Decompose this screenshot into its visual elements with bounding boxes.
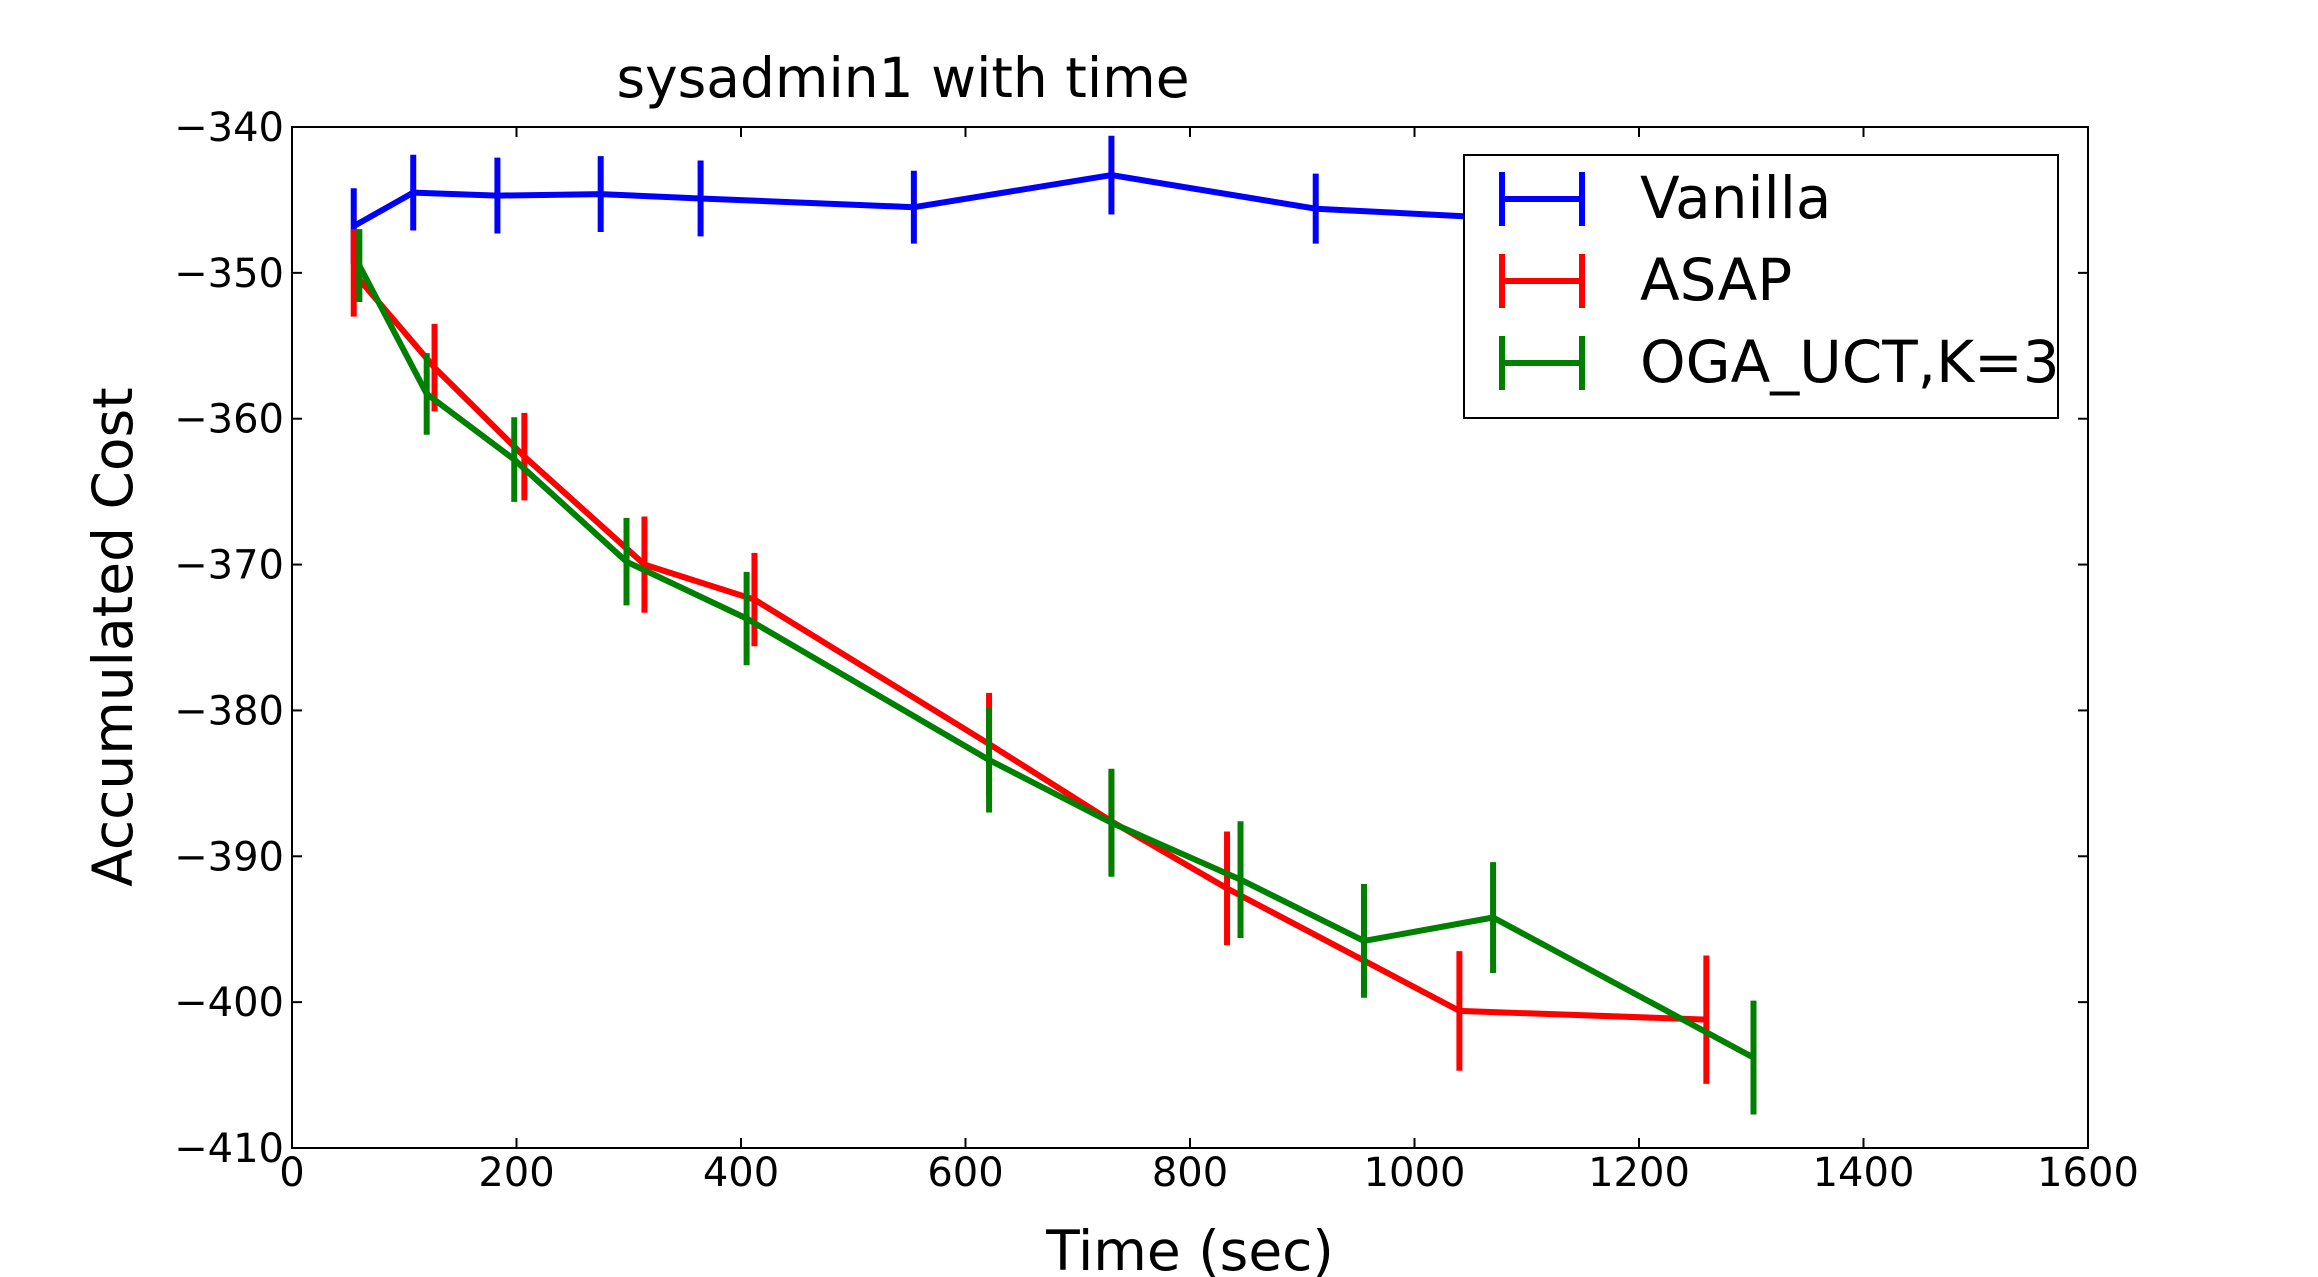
legend: Vanilla ASAP OGA_UCT,K=3 — [1463, 154, 2060, 419]
x-tick-label: 1200 — [1588, 1150, 1690, 1196]
y-tick-label: −370 — [174, 543, 284, 589]
data-point-oga-uct-k-3 — [1492, 917, 1494, 919]
y-tick-label: −410 — [174, 1126, 284, 1172]
data-point-vanilla — [496, 195, 498, 197]
data-point-asap — [643, 564, 645, 566]
chart-title: sysadmin1 with time — [616, 46, 1189, 110]
data-point-asap — [753, 599, 755, 601]
data-point-oga-uct-k-3 — [988, 759, 990, 761]
data-point-oga-uct-k-3 — [426, 393, 428, 395]
x-tick-label: 1600 — [2037, 1150, 2139, 1196]
data-point-vanilla — [353, 225, 355, 227]
data-point-oga-uct-k-3 — [513, 459, 515, 461]
series-vanilla — [350, 135, 1519, 265]
data-point-asap — [1705, 1019, 1707, 1021]
legend-asap-label: ASAP — [1640, 246, 1792, 314]
data-point-oga-uct-k-3 — [1363, 940, 1365, 942]
legend-oga-uct-label: OGA_UCT,K=3 — [1640, 328, 2060, 396]
series-asap — [350, 229, 1710, 1084]
legend-vanilla-label: Vanilla — [1640, 164, 1831, 232]
x-tick-label: 800 — [1152, 1150, 1228, 1196]
x-axis-label: Time (sec) — [1045, 1219, 1334, 1277]
data-point-vanilla — [913, 206, 915, 208]
x-tick-label: 0 — [279, 1150, 304, 1196]
series-line-vanilla — [352, 172, 1516, 229]
data-point-vanilla — [1315, 208, 1317, 210]
legend-entry-asap: ASAP — [1499, 246, 1792, 314]
legend-entry-oga-uct: OGA_UCT,K=3 — [1499, 328, 2060, 396]
x-tick-label: 200 — [478, 1150, 554, 1196]
y-axis-label: Accumulated Cost — [81, 387, 145, 887]
x-tick-label: 1000 — [1364, 1150, 1466, 1196]
series-oga-uct-k-3 — [356, 229, 1757, 1115]
data-point-asap — [523, 456, 525, 458]
data-point-vanilla — [1110, 174, 1112, 176]
y-tick-label: −350 — [174, 251, 284, 297]
data-point-asap — [353, 272, 355, 274]
y-tick-label: −390 — [174, 834, 284, 880]
data-point-vanilla — [412, 192, 414, 194]
data-point-oga-uct-k-3 — [1110, 822, 1112, 824]
data-point-vanilla — [600, 193, 602, 195]
legend-entry-vanilla: Vanilla — [1499, 164, 1831, 232]
y-tick-label: −360 — [174, 397, 284, 443]
x-tick-label: 600 — [927, 1150, 1003, 1196]
data-point-oga-uct-k-3 — [746, 618, 748, 620]
data-point-oga-uct-k-3 — [358, 265, 360, 267]
data-point-asap — [1458, 1010, 1460, 1012]
data-point-asap — [1226, 887, 1228, 889]
x-tick-label: 1400 — [1813, 1150, 1915, 1196]
data-point-oga-uct-k-3 — [1752, 1057, 1754, 1059]
y-tick-label: −340 — [174, 105, 284, 151]
data-point-oga-uct-k-3 — [1240, 879, 1242, 881]
data-point-asap — [434, 367, 436, 369]
x-tick-label: 400 — [703, 1150, 779, 1196]
data-point-oga-uct-k-3 — [626, 561, 628, 563]
y-tick-label: −380 — [174, 688, 284, 734]
tick-layer: 0 200 400 600 800 1000 1200 1400 1600 −340 −350 −36… — [174, 105, 2139, 1196]
data-point-vanilla — [700, 197, 702, 199]
y-tick-label: −400 — [174, 980, 284, 1026]
series-line-asap — [351, 270, 1707, 1023]
